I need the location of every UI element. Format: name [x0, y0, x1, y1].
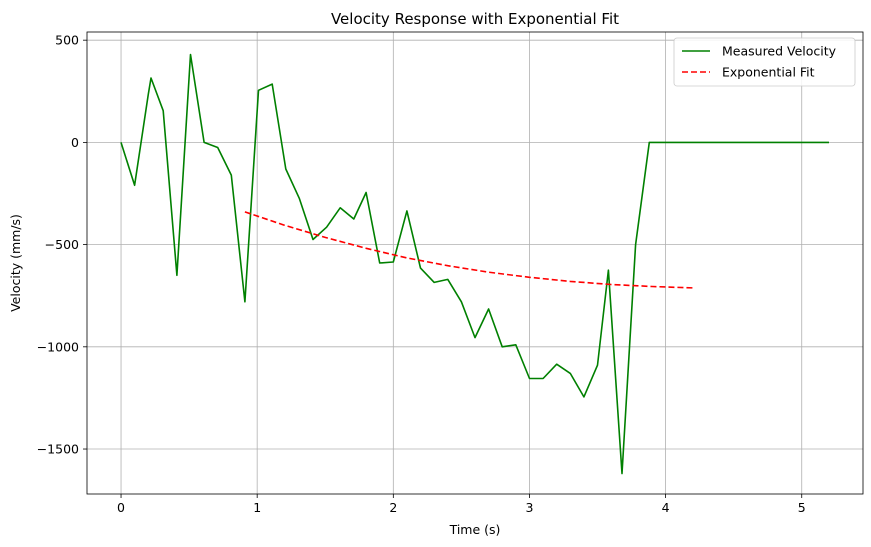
y-tick-label: −1000 — [37, 339, 79, 354]
x-tick-label: 3 — [525, 500, 533, 515]
x-tick-label: 4 — [662, 500, 670, 515]
x-axis-label: Time (s) — [449, 522, 501, 537]
series-line-0 — [120, 53, 829, 475]
ticks: 0 1 2 3 4 5 500 0 −500 −1000 −1500 — [37, 33, 806, 515]
y-tick-label: 0 — [71, 135, 79, 150]
legend-label-0: Measured Velocity — [722, 44, 837, 59]
x-tick-label: 0 — [117, 500, 125, 515]
y-tick-label: 500 — [55, 33, 79, 48]
plot-frame — [86, 31, 864, 495]
chart-title: Velocity Response with Exponential Fit — [331, 10, 619, 28]
legend-box — [673, 37, 856, 87]
y-tick-label: −500 — [45, 237, 79, 252]
y-axis-label: Velocity (mm/s) — [8, 214, 23, 312]
legend: Measured Velocity Exponential Fit — [673, 37, 856, 87]
x-tick-label: 1 — [253, 500, 261, 515]
series-layer — [120, 53, 829, 475]
x-tick-label: 5 — [798, 500, 806, 515]
series-line-1 — [244, 211, 693, 289]
legend-label-1: Exponential Fit — [722, 65, 815, 80]
y-tick-label: −1500 — [37, 442, 79, 457]
x-tick-label: 2 — [389, 500, 397, 515]
